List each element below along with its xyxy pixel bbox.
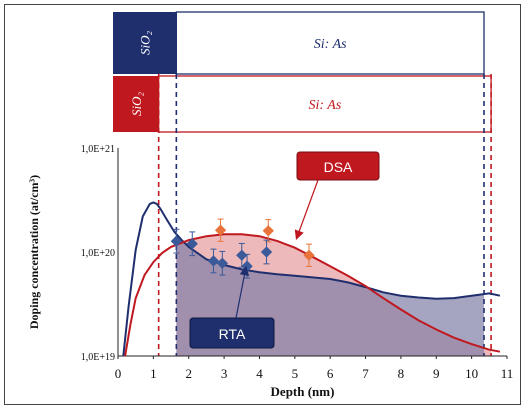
rta-point-2 [207, 255, 220, 267]
dsa-point-2 [303, 249, 315, 261]
x-tick-label-0: 0 [115, 366, 122, 381]
rta-point-6 [260, 246, 273, 258]
dsa-callout-arrow [294, 179, 319, 241]
x-tick-label-10: 10 [465, 366, 478, 381]
dsa-line [124, 233, 501, 357]
rta-layer-bar-silicon [175, 11, 485, 75]
x-axis-label: Depth (nm) [271, 384, 335, 399]
rta-line [122, 201, 501, 357]
x-tick-label-1: 1 [150, 366, 157, 381]
rta-layer-bar-oxide-label: SiO₂ [138, 31, 153, 56]
dsa-callout-label: DSA [324, 159, 353, 175]
x-tick-label-5: 5 [292, 366, 299, 381]
x-tick-label-3: 3 [221, 366, 228, 381]
dsa-layer-bar-oxide-label: SiO₂ [129, 92, 144, 117]
rta-point-1 [186, 238, 198, 250]
rta-callout-box [189, 317, 275, 349]
rta-point-3 [216, 257, 228, 269]
rta-layer-bar-silicon-label: Si: As [314, 37, 347, 52]
y-axis-label: Doping concentration (at/cm³) [27, 175, 41, 329]
rta-callout-label: RTA [219, 326, 246, 342]
x-tick-label-4: 4 [256, 366, 263, 381]
x-tick-label-2: 2 [185, 366, 192, 381]
figure-frame [4, 4, 521, 405]
y-tick-label-1: 1,0E+20 [81, 248, 115, 259]
rta-point-4 [236, 249, 248, 261]
dsa-layer-bar-silicon-label: Si: As [308, 98, 341, 113]
dsa-callout-box [296, 151, 380, 181]
y-tick-label-0: 1,0E+19 [81, 352, 115, 363]
x-tick-label-11: 11 [501, 366, 514, 381]
rta-callout-arrow [235, 265, 250, 319]
rta-layer-bar-oxide [113, 12, 177, 74]
dsa-point-1 [262, 225, 274, 237]
dsa-point-0 [214, 224, 227, 236]
x-tick-label-9: 9 [433, 366, 440, 381]
rta-point-0 [170, 235, 183, 247]
dsa-layer-bar-oxide [113, 76, 159, 132]
x-tick-label-7: 7 [362, 366, 369, 381]
x-tick-label-6: 6 [327, 366, 334, 381]
x-tick-label-8: 8 [398, 366, 405, 381]
y-tick-label-2: 1,0E+21 [81, 144, 115, 155]
